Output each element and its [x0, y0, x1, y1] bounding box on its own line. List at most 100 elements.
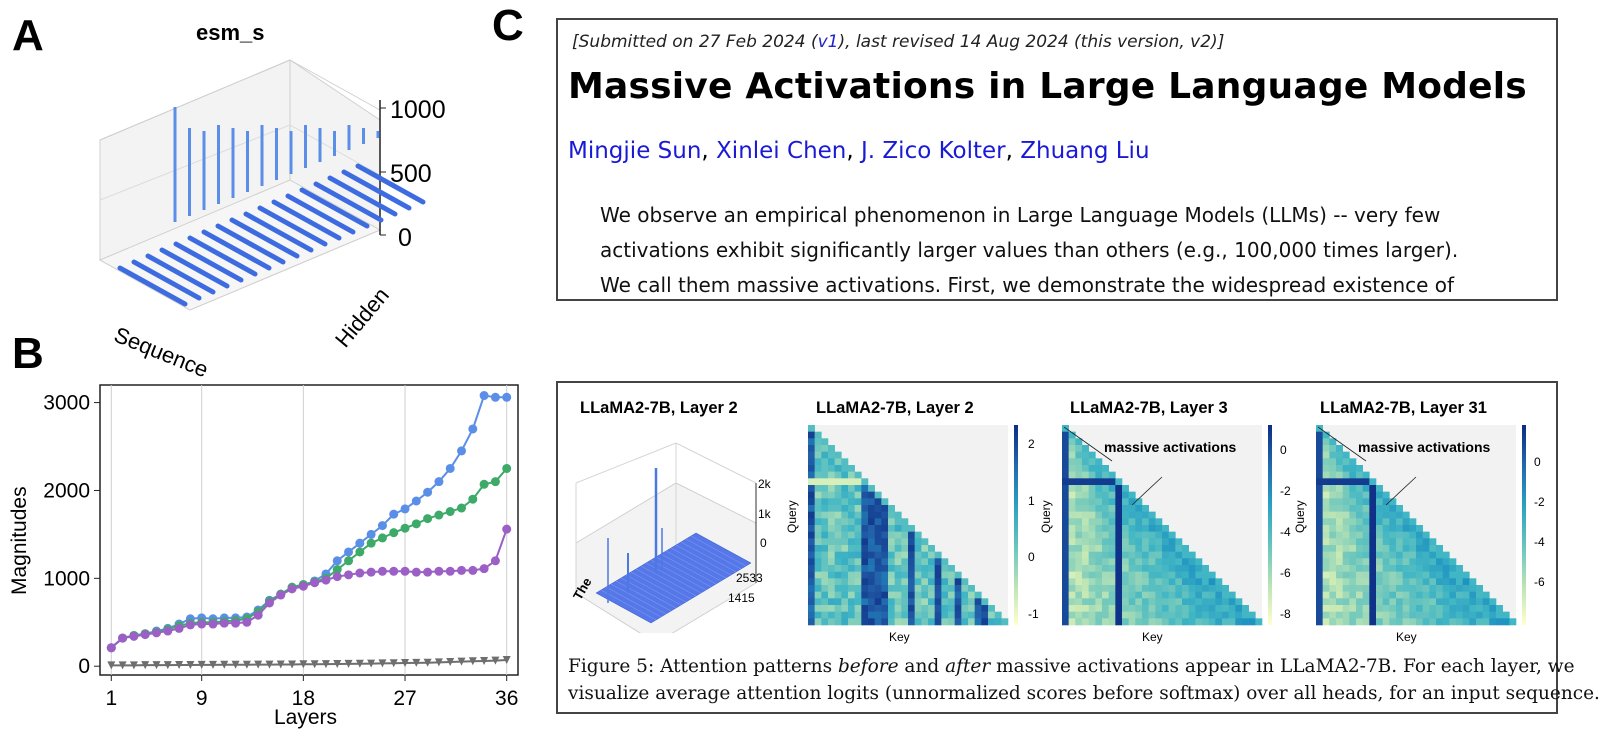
- heatmap-cell: [1409, 591, 1417, 599]
- author-link[interactable]: Zhuang Liu: [1020, 138, 1150, 164]
- heatmap-cell: [1316, 578, 1323, 586]
- heatmap-cell: [1402, 538, 1410, 546]
- heatmap-cell: [874, 511, 882, 519]
- heatmap-cell: [814, 525, 822, 532]
- panel-a-3d-plot: [98, 59, 426, 311]
- heatmap-cell: [841, 518, 849, 526]
- heatmap-cell: [1228, 618, 1236, 626]
- version-link[interactable]: v1: [817, 32, 839, 52]
- heatmap-cell: [874, 585, 882, 592]
- heatmap-cell: [1342, 571, 1350, 579]
- heatmap-cell: [1382, 551, 1390, 559]
- y-tick-label: 0: [78, 655, 90, 678]
- heatmap-cell: [1122, 531, 1129, 539]
- heatmap-cell: [1108, 571, 1116, 579]
- heatmap-cell: [941, 585, 949, 592]
- heatmap-cell: [821, 531, 829, 539]
- heatmap-cell: [1362, 605, 1370, 612]
- heatmap-cell: [1469, 591, 1477, 599]
- heatmap-cell: [1436, 571, 1443, 579]
- data-point: [434, 566, 444, 576]
- heatmap-cell: [1088, 591, 1096, 599]
- author-link[interactable]: Xinlei Chen: [716, 138, 847, 164]
- heatmap-cell: [1382, 598, 1390, 606]
- heatmap-cell: [1396, 565, 1403, 572]
- heatmap-cell: [1135, 598, 1143, 606]
- heatmap-layer31: [1316, 425, 1526, 626]
- heatmap-cell: [1135, 545, 1143, 552]
- colorbar-tick-label: 2: [1028, 437, 1035, 451]
- heatmap-cell: [1142, 531, 1149, 539]
- heatmap-cell: [1128, 505, 1136, 512]
- heatmap-cell: [828, 565, 835, 572]
- heatmap-cell: [1322, 598, 1330, 606]
- heatmap-cell: [1082, 551, 1089, 559]
- heatmap-cell: [1336, 565, 1343, 572]
- heatmap-cell: [1342, 518, 1350, 526]
- author-link[interactable]: J. Zico Kolter: [861, 138, 1006, 164]
- heatmap-cell: [1362, 505, 1370, 512]
- heatmap-cell: [1409, 578, 1417, 586]
- heatmap-cell: [1188, 585, 1196, 592]
- heatmap-cell: [1402, 618, 1410, 626]
- heatmap-cell: [901, 618, 909, 626]
- heatmap-cell: [1362, 591, 1370, 599]
- data-point: [479, 479, 489, 489]
- heatmap-cell: [1155, 578, 1163, 586]
- bar-grid-line: [655, 556, 712, 588]
- heatmap-cell: [1316, 605, 1323, 612]
- heatmap-cell: [1376, 591, 1383, 599]
- heatmap-cell: [828, 578, 835, 586]
- heatmap-cell: [1148, 518, 1156, 526]
- heatmap-cell: [928, 611, 935, 619]
- heatmap-cell: [1322, 571, 1330, 579]
- heatmap-cell: [1168, 578, 1176, 586]
- heatmap-cell: [1075, 485, 1083, 492]
- heatmap-cell: [834, 605, 842, 612]
- heatmap-cell: [808, 458, 815, 466]
- data-point: [377, 566, 387, 576]
- data-point: [423, 514, 433, 524]
- heatmap-cell: [1322, 445, 1330, 452]
- heatmap-cell: [1142, 505, 1149, 512]
- heatmap-cell: [868, 611, 875, 619]
- heatmap-cell: [821, 511, 829, 519]
- heatmap-cell: [1376, 551, 1383, 559]
- heatmap-cell: [1122, 571, 1129, 579]
- data-point: [186, 660, 195, 669]
- heatmap-cell: [928, 578, 935, 586]
- heatmap-cell: [1175, 571, 1183, 579]
- heatmap-cell: [1095, 538, 1103, 546]
- heatmap-cell: [1449, 571, 1457, 579]
- heatmap-cell: [828, 545, 835, 552]
- data-point: [423, 567, 433, 577]
- heatmap-cell: [1168, 565, 1176, 572]
- heatmap-cell: [1228, 611, 1236, 619]
- heatmap-cell: [854, 538, 862, 546]
- heatmap-cell: [954, 605, 962, 612]
- heatmap-cell: [1376, 491, 1383, 499]
- heatmap-cell: [1336, 531, 1343, 539]
- data-point: [389, 659, 398, 668]
- heatmap-cell: [1462, 618, 1470, 626]
- heatmap-cell: [1396, 611, 1403, 619]
- heatmap-cell: [841, 558, 849, 566]
- heatmap-cell: [1188, 551, 1196, 559]
- sequence-bar-row: [285, 193, 356, 235]
- heatmap-cell: [1329, 605, 1337, 612]
- heatmap-cell: [1402, 611, 1410, 619]
- heatmap-cell: [1396, 578, 1403, 586]
- author-link[interactable]: Mingjie Sun: [568, 138, 702, 164]
- heatmap-cell: [1382, 565, 1390, 572]
- heatmap-cell: [1342, 498, 1350, 506]
- heatmap-cell: [948, 611, 955, 619]
- heatmap-cell: [1316, 505, 1323, 512]
- heatmap-cell: [1202, 611, 1209, 619]
- heatmap-cell: [1062, 465, 1069, 472]
- heatmap-cell: [1088, 611, 1096, 619]
- heatmap-cell: [874, 498, 882, 506]
- heatmap-cell: [941, 571, 949, 579]
- heatmap-cell: [1142, 545, 1149, 552]
- axis-key: Key: [1142, 630, 1163, 644]
- heatmap-cell: [1068, 458, 1076, 466]
